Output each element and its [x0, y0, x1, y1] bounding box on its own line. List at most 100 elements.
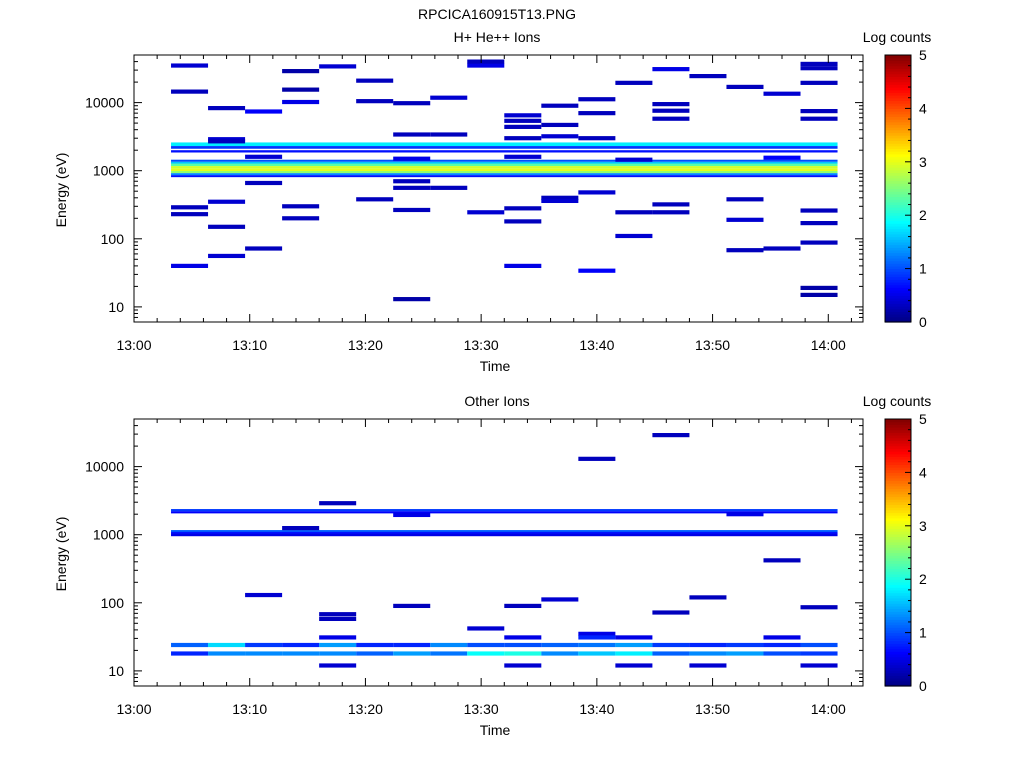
energy-band — [171, 170, 838, 174]
heatmap-cell — [282, 642, 320, 648]
energy-band — [171, 173, 838, 176]
colorbar-segment — [885, 472, 911, 476]
colorbar-segment — [885, 57, 911, 61]
colorbar-segment — [885, 517, 911, 522]
y-tick-label: 10 — [108, 299, 124, 315]
heatmap-cell — [245, 154, 283, 159]
top-x-label: Time — [480, 358, 511, 374]
colorbar-segment — [885, 469, 911, 473]
colorbar-segment — [885, 581, 911, 586]
figure-title: RPCICA160915T13.PNG — [418, 6, 576, 22]
heatmap-cell — [356, 99, 394, 104]
heatmap-cell — [282, 216, 320, 221]
colorbar-tick-label: 1 — [919, 261, 927, 277]
colorbar-segment — [885, 520, 911, 524]
colorbar-segment — [885, 424, 911, 428]
colorbar-segment — [885, 475, 911, 479]
heatmap-cell — [541, 195, 579, 200]
heatmap-cell — [504, 154, 542, 159]
heatmap-cell — [430, 132, 468, 137]
heatmap-cell — [652, 108, 690, 113]
colorbar-segment — [885, 659, 911, 663]
heatmap-cell — [763, 558, 801, 563]
colorbar-segment — [885, 488, 911, 492]
heatmap-cell — [467, 626, 505, 631]
heatmap-cell — [652, 642, 690, 648]
colorbar-segment — [885, 557, 911, 562]
colorbar-segment — [885, 496, 911, 500]
colorbar-segment — [885, 281, 911, 286]
bottom-x-label: Time — [480, 722, 511, 738]
heatmap-cell — [245, 246, 283, 251]
colorbar-segment — [885, 493, 911, 498]
heatmap-cell — [726, 512, 764, 517]
colorbar-segment — [885, 185, 911, 190]
colorbar-segment — [885, 597, 911, 602]
colorbar-segment — [885, 311, 911, 315]
colorbar-segment — [885, 491, 911, 495]
colorbar-segment — [885, 81, 911, 85]
colorbar-segment — [885, 600, 911, 604]
heatmap-cell — [208, 139, 246, 144]
heatmap-cell — [393, 101, 431, 106]
colorbar-segment — [885, 667, 911, 671]
colorbar-segment — [885, 116, 911, 120]
heatmap-cell — [208, 651, 246, 656]
colorbar-segment — [885, 127, 911, 131]
x-tick-label: 13:40 — [579, 701, 614, 717]
colorbar-segment — [885, 656, 911, 660]
colorbar-segment — [885, 161, 911, 166]
heatmap-cell — [504, 113, 542, 118]
heatmap-cell — [689, 651, 727, 656]
x-tick-label: 13:50 — [695, 337, 730, 353]
colorbar-segment — [885, 536, 911, 540]
heatmap-cell — [726, 248, 764, 253]
bottom-colorbar-label: Log counts — [863, 393, 932, 409]
colorbar-segment — [885, 485, 911, 490]
heatmap-cell — [652, 651, 690, 656]
energy-band — [171, 175, 838, 178]
colorbar-segment — [885, 467, 911, 471]
bottom-panel-other-ions: Other Ions 13:00 13:10 13:20 13:30 13:40 13:5… — [53, 393, 931, 738]
colorbar-segment — [885, 63, 911, 67]
colorbar-segment — [885, 132, 911, 136]
colorbar-segment — [885, 443, 911, 447]
colorbar-segment — [885, 515, 911, 519]
x-tick-label: 14:00 — [811, 701, 846, 717]
bottom-axes: 13:00 13:10 13:20 13:30 13:40 13:50 14:00 10 100… — [85, 418, 864, 717]
colorbar-segment — [885, 260, 911, 264]
heatmap-cell — [652, 67, 690, 72]
heatmap-cell — [171, 651, 209, 656]
heatmap-cell — [800, 61, 838, 67]
energy-band — [171, 509, 838, 512]
heatmap-cell — [393, 297, 431, 302]
heatmap-cell — [393, 603, 431, 609]
heatmap-cell — [800, 221, 838, 226]
heatmap-cell — [541, 198, 579, 204]
colorbar-segment — [885, 651, 911, 655]
colorbar-segment — [885, 419, 911, 423]
colorbar-segment — [885, 276, 911, 280]
heatmap-cell — [393, 179, 431, 184]
colorbar-segment — [885, 528, 911, 532]
colorbar-segment — [885, 547, 911, 551]
colorbar-segment — [885, 228, 911, 232]
colorbar-segment — [885, 103, 911, 107]
colorbar-frame — [884, 418, 912, 687]
heatmap-cell — [393, 185, 431, 190]
colorbar-segment — [885, 592, 911, 596]
colorbar-segment — [885, 60, 911, 64]
heatmap-cell — [689, 642, 727, 648]
colorbar-segment — [885, 632, 911, 636]
colorbar-segment — [885, 129, 911, 134]
heatmap-cell — [171, 212, 209, 217]
colorbar-segment — [885, 573, 911, 578]
colorbar-segment — [885, 595, 911, 599]
colorbar-segment — [885, 169, 911, 174]
colorbar-segment — [885, 193, 911, 198]
heatmap-cell — [504, 118, 542, 123]
x-tick-label: 13:00 — [116, 701, 151, 717]
heatmap-cell — [615, 210, 653, 215]
heatmap-cell — [800, 663, 838, 668]
colorbar-segment — [885, 525, 911, 530]
